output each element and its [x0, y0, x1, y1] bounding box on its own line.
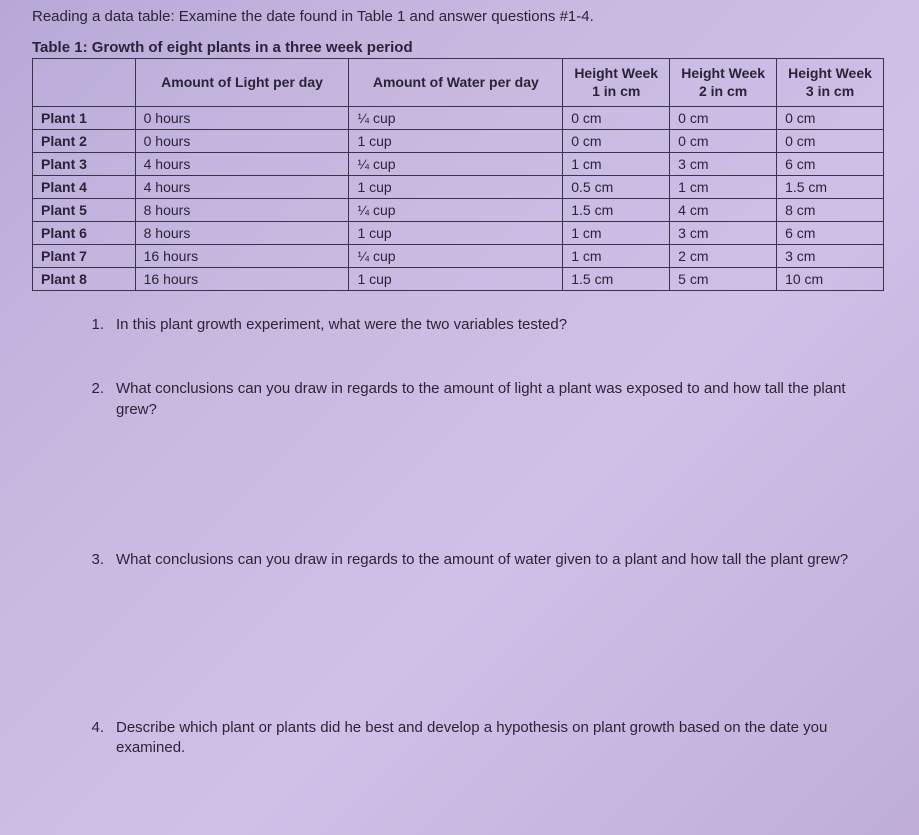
cell: 0 cm	[670, 130, 777, 153]
cell: 5 cm	[670, 268, 777, 291]
questions-block: 1. In this plant growth experiment, what…	[86, 315, 885, 759]
cell: 16 hours	[135, 268, 349, 291]
row-label: Plant 2	[33, 130, 136, 153]
cell: 3 cm	[777, 245, 884, 268]
cell: 1 cup	[349, 130, 563, 153]
cell: 4 hours	[135, 176, 349, 199]
cell: 0 cm	[563, 107, 670, 130]
row-label: Plant 7	[33, 245, 136, 268]
table-row: Plant 6 8 hours 1 cup 1 cm 3 cm 6 cm	[33, 222, 884, 245]
table-row: Plant 8 16 hours 1 cup 1.5 cm 5 cm 10 cm	[33, 268, 884, 291]
question-2: 2. What conclusions can you draw in rega…	[86, 379, 885, 420]
table-row: Plant 5 8 hours ¼ cup 1.5 cm 4 cm 8 cm	[33, 199, 884, 222]
cell: 1.5 cm	[563, 199, 670, 222]
table-row: Plant 2 0 hours 1 cup 0 cm 0 cm 0 cm	[33, 130, 884, 153]
worksheet-page: Reading a data table: Examine the date f…	[0, 0, 919, 759]
cell: 4 cm	[670, 199, 777, 222]
question-text: What conclusions can you draw in regards…	[116, 379, 885, 420]
question-number: 1.	[86, 315, 104, 335]
header-blank	[33, 59, 136, 107]
cell: ¼ cup	[349, 199, 563, 222]
header-week3: Height Week 3 in cm	[777, 59, 884, 107]
cell: 8 hours	[135, 222, 349, 245]
row-label: Plant 4	[33, 176, 136, 199]
table-row: Plant 7 16 hours ¼ cup 1 cm 2 cm 3 cm	[33, 245, 884, 268]
row-label: Plant 5	[33, 199, 136, 222]
row-label: Plant 3	[33, 153, 136, 176]
intro-text: Reading a data table: Examine the date f…	[32, 8, 895, 25]
table-body: Plant 1 0 hours ¼ cup 0 cm 0 cm 0 cm Pla…	[33, 107, 884, 291]
cell: ¼ cup	[349, 153, 563, 176]
table-row: Plant 4 4 hours 1 cup 0.5 cm 1 cm 1.5 cm	[33, 176, 884, 199]
cell: 0 hours	[135, 107, 349, 130]
cell: 0 cm	[670, 107, 777, 130]
question-text: In this plant growth experiment, what we…	[116, 315, 567, 335]
cell: 2 cm	[670, 245, 777, 268]
cell: 1 cm	[563, 245, 670, 268]
cell: 1 cup	[349, 222, 563, 245]
cell: 1 cm	[670, 176, 777, 199]
cell: 0 cm	[777, 130, 884, 153]
cell: 6 cm	[777, 222, 884, 245]
cell: 6 cm	[777, 153, 884, 176]
cell: 1 cm	[563, 222, 670, 245]
header-water: Amount of Water per day	[349, 59, 563, 107]
question-text: What conclusions can you draw in regards…	[116, 550, 848, 570]
question-1: 1. In this plant growth experiment, what…	[86, 315, 885, 335]
header-week1: Height Week 1 in cm	[563, 59, 670, 107]
cell: 1 cm	[563, 153, 670, 176]
question-number: 4.	[86, 718, 104, 759]
header-week2: Height Week 2 in cm	[670, 59, 777, 107]
cell: 8 hours	[135, 199, 349, 222]
table-caption: Table 1: Growth of eight plants in a thr…	[32, 39, 895, 56]
header-light: Amount of Light per day	[135, 59, 349, 107]
cell: 4 hours	[135, 153, 349, 176]
row-label: Plant 8	[33, 268, 136, 291]
data-table: Amount of Light per day Amount of Water …	[32, 58, 884, 291]
question-number: 3.	[86, 550, 104, 570]
row-label: Plant 1	[33, 107, 136, 130]
row-label: Plant 6	[33, 222, 136, 245]
cell: 0 cm	[563, 130, 670, 153]
table-header-row: Amount of Light per day Amount of Water …	[33, 59, 884, 107]
question-text: Describe which plant or plants did he be…	[116, 718, 885, 759]
cell: 0 cm	[777, 107, 884, 130]
cell: 1.5 cm	[563, 268, 670, 291]
cell: 10 cm	[777, 268, 884, 291]
question-number: 2.	[86, 379, 104, 420]
question-3: 3. What conclusions can you draw in rega…	[86, 550, 885, 570]
table-row: Plant 3 4 hours ¼ cup 1 cm 3 cm 6 cm	[33, 153, 884, 176]
cell: 1 cup	[349, 268, 563, 291]
cell: 1 cup	[349, 176, 563, 199]
cell: 0 hours	[135, 130, 349, 153]
cell: 1.5 cm	[777, 176, 884, 199]
cell: 16 hours	[135, 245, 349, 268]
table-row: Plant 1 0 hours ¼ cup 0 cm 0 cm 0 cm	[33, 107, 884, 130]
cell: ¼ cup	[349, 107, 563, 130]
cell: 8 cm	[777, 199, 884, 222]
question-4: 4. Describe which plant or plants did he…	[86, 718, 885, 759]
cell: 3 cm	[670, 153, 777, 176]
cell: ¼ cup	[349, 245, 563, 268]
cell: 0.5 cm	[563, 176, 670, 199]
cell: 3 cm	[670, 222, 777, 245]
